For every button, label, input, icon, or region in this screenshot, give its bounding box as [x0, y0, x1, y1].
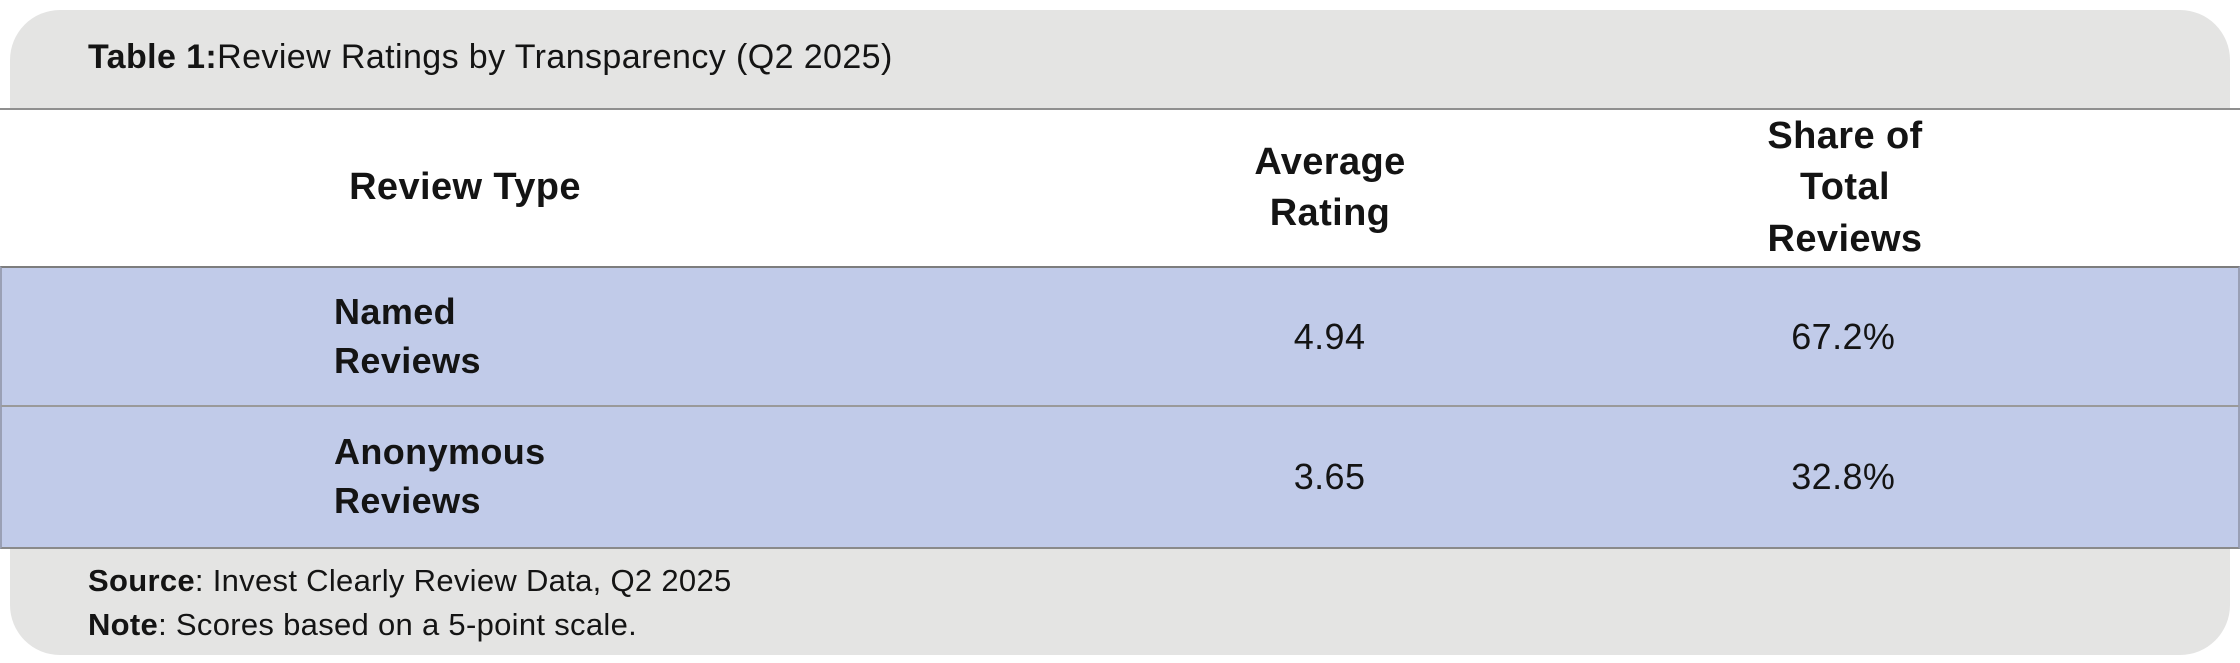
source-text: : Invest Clearly Review Data, Q2 2025	[194, 563, 732, 598]
row-label: Anonymous Reviews	[334, 431, 546, 521]
cell-average-rating: 4.94	[1293, 315, 1366, 357]
table-title-text: Review Ratings by Transparency (Q2 2025)	[217, 37, 893, 76]
source-label: Source	[88, 563, 195, 598]
table-title-label: Table 1:	[88, 37, 218, 76]
column-header-share-of-total: Share of Total Reviews	[1767, 115, 1923, 260]
cell-average-rating: 3.65	[1293, 456, 1366, 497]
table-footer: Source: Invest Clearly Review Data, Q2 2…	[0, 549, 2240, 663]
cell-share-of-total: 67.2%	[1791, 315, 1896, 357]
note-text: : Scores based on a 5-point scale.	[158, 607, 638, 643]
row-label: Named Reviews	[334, 290, 481, 381]
table-title: Table 1: Review Ratings by Transparency …	[0, 0, 2240, 110]
note-label: Note	[88, 607, 159, 643]
cell-share-of-total: 32.8%	[1791, 456, 1896, 497]
table-row-named-reviews: Named Reviews 4.94 67.2%	[0, 266, 2240, 406]
column-header-review-type: Review Type	[349, 166, 581, 209]
note-line: Note: Scores based on a 5-point scale.	[88, 603, 2240, 647]
table-header-row: Review Type Average Rating Share of Tota…	[0, 110, 2240, 266]
source-line: Source: Invest Clearly Review Data, Q2 2…	[88, 559, 2240, 603]
table-row-anonymous-reviews: Anonymous Reviews 3.65 32.8%	[0, 406, 2240, 549]
column-header-average-rating: Average Rating	[1254, 140, 1406, 234]
